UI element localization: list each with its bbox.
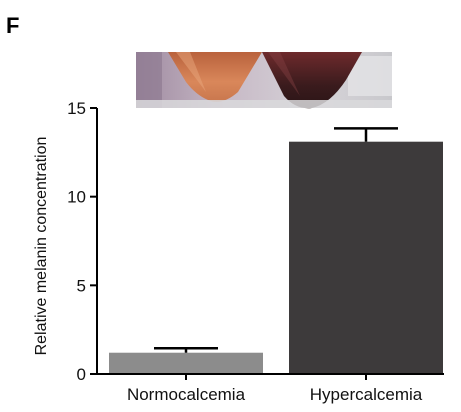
bar-hypercalcemia <box>289 141 443 374</box>
panel-letter: F <box>6 13 19 38</box>
y-tick-label: 10 <box>67 188 86 207</box>
y-axis-title: Relative melanin concentration <box>33 137 50 356</box>
bar-normocalcemia <box>109 352 263 374</box>
x-axis: Normocalcemia Hypercalcemia <box>97 373 444 404</box>
x-tick-label: Hypercalcemia <box>310 385 423 404</box>
bars <box>109 127 443 374</box>
y-tick-label: 5 <box>77 276 86 295</box>
y-axis: 0 5 10 15 <box>67 99 98 384</box>
y-tick-label: 15 <box>67 99 86 118</box>
tubes-photo <box>136 52 392 109</box>
x-tick-label: Normocalcemia <box>127 385 246 404</box>
y-tick-label: 0 <box>77 365 86 384</box>
